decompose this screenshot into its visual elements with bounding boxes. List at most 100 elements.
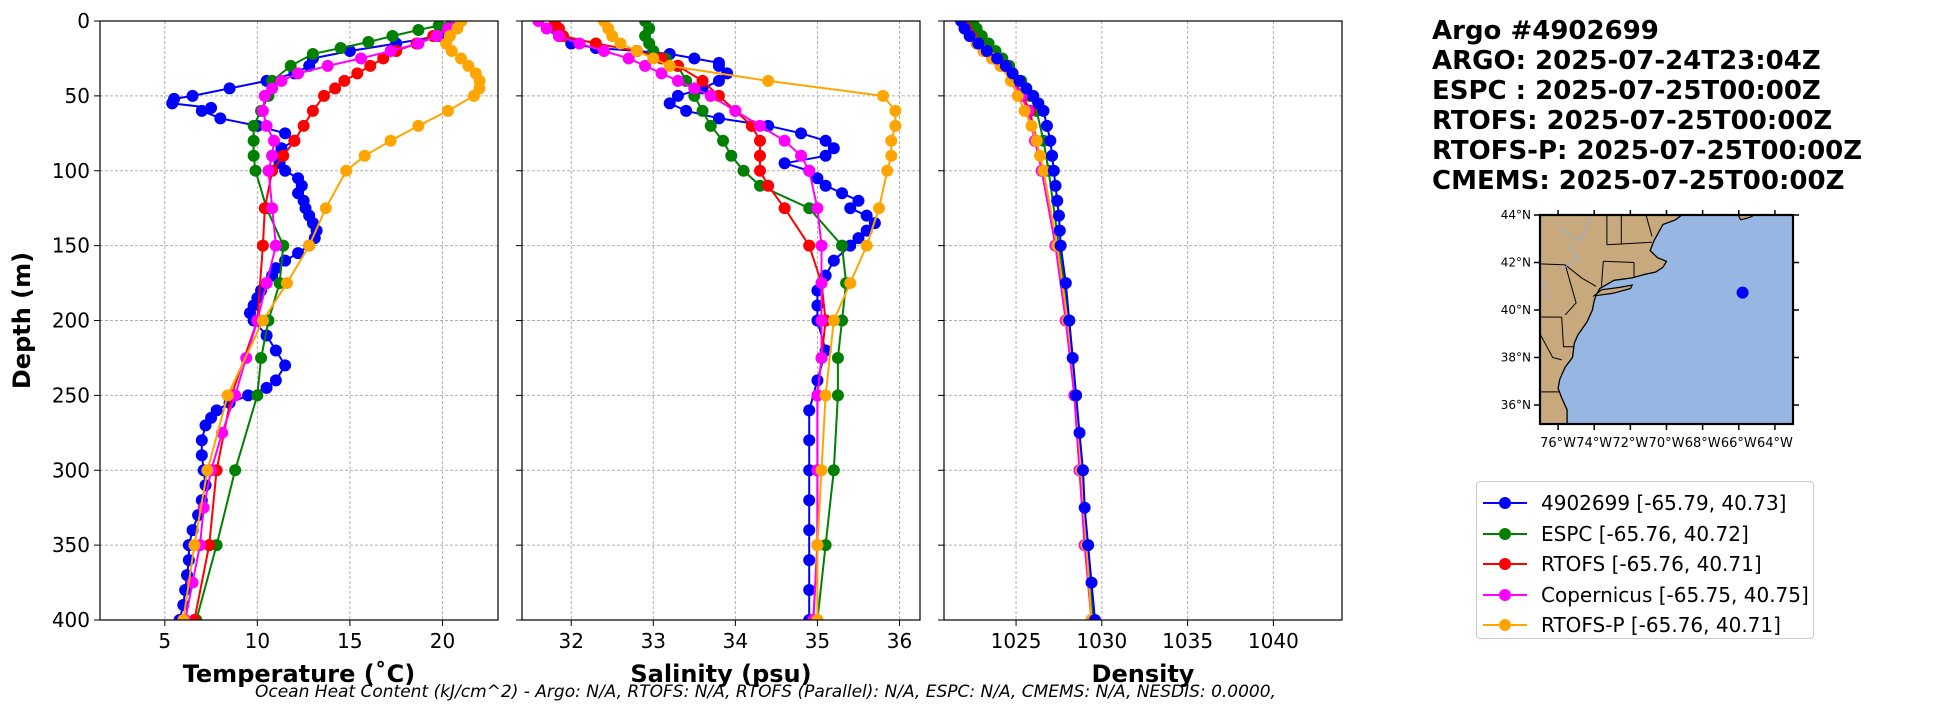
data-point	[815, 464, 828, 477]
data-point	[980, 44, 993, 57]
data-point	[1034, 149, 1047, 162]
data-point	[454, 52, 467, 65]
temperature-panel: 5 10 15 20050100150200250300350400Temperatu…	[8, 9, 499, 688]
data-point	[827, 254, 840, 267]
data-point	[836, 239, 849, 252]
data-point	[877, 89, 890, 102]
legend-swatch	[1483, 525, 1527, 543]
data-point	[249, 164, 262, 177]
map-lon-label: 66°W	[1721, 436, 1757, 451]
data-point	[991, 52, 1004, 65]
y-tick-label: 200	[52, 309, 90, 333]
data-point	[778, 134, 791, 147]
data-point	[753, 149, 766, 162]
data-point	[712, 59, 725, 72]
data-point	[269, 239, 282, 252]
data-point	[384, 44, 397, 57]
data-point	[860, 239, 873, 252]
data-point	[319, 202, 332, 215]
data-point	[827, 464, 840, 477]
map-lon-label: 70°W	[1649, 436, 1685, 451]
data-point	[844, 202, 857, 215]
map-lon-label: 64°W	[1757, 436, 1793, 451]
data-point	[852, 194, 865, 207]
data-point	[811, 389, 824, 402]
data-point	[819, 149, 832, 162]
argo-title: Argo #4902699	[1432, 16, 1659, 46]
river	[1541, 281, 1550, 299]
land-mass	[1540, 215, 1683, 424]
data-point	[725, 149, 738, 162]
x-axis-label: Salinity (psu)	[630, 660, 811, 688]
data-point	[203, 539, 216, 552]
data-point	[606, 29, 619, 42]
legend-swatch	[1483, 555, 1527, 573]
x-tick-label: 33	[641, 629, 666, 653]
data-point	[1063, 314, 1076, 327]
data-point	[803, 202, 816, 215]
data-point	[803, 554, 816, 567]
data-point	[696, 74, 709, 87]
data-point	[384, 134, 397, 147]
data-point	[195, 434, 208, 447]
series-line	[603, 21, 897, 620]
data-point	[1059, 277, 1072, 290]
data-point	[836, 187, 849, 200]
data-point	[362, 35, 375, 48]
map-lon-label: 68°W	[1685, 436, 1721, 451]
data-point	[885, 134, 898, 147]
data-point	[647, 52, 660, 65]
data-point	[712, 112, 725, 125]
data-point	[819, 134, 832, 147]
legend-label: RTOFS-P [-65.76, 40.71]	[1541, 613, 1781, 638]
data-point	[442, 104, 455, 117]
data-point	[803, 524, 816, 537]
state-border	[1606, 241, 1653, 246]
legend-entry-argo: 4902699 [-65.79, 40.73]	[1483, 488, 1813, 519]
data-point	[811, 614, 824, 620]
data-point	[655, 67, 668, 80]
data-point	[1044, 134, 1057, 147]
data-point	[819, 179, 832, 192]
y-tick-label: 250	[52, 383, 90, 407]
data-point	[753, 119, 766, 132]
data-point	[247, 119, 260, 132]
data-point	[803, 239, 816, 252]
data-point	[306, 104, 319, 117]
data-point	[275, 74, 288, 87]
map-lat-label: 44°N	[1501, 208, 1531, 222]
data-point	[279, 127, 292, 140]
data-point	[292, 247, 305, 260]
series-copernicus	[179, 21, 464, 620]
data-point	[704, 89, 717, 102]
data-point	[229, 464, 242, 477]
data-point	[753, 134, 766, 147]
data-point	[753, 179, 766, 192]
data-point	[288, 134, 301, 147]
data-point	[221, 389, 234, 402]
data-point	[1018, 104, 1031, 117]
data-point	[1046, 149, 1059, 162]
map-lon-label: 72°W	[1612, 436, 1648, 451]
data-point	[972, 37, 985, 50]
data-point	[1076, 464, 1089, 477]
data-point	[451, 22, 464, 35]
data-point	[573, 37, 586, 50]
data-point	[266, 149, 279, 162]
x-tick-label: 10	[245, 629, 270, 653]
river	[1561, 243, 1579, 271]
data-point	[729, 104, 742, 117]
state-border	[1540, 333, 1562, 361]
data-point	[247, 134, 260, 147]
state-border	[1540, 263, 1566, 266]
x-tick-label: 1040	[1248, 629, 1299, 653]
state-border	[1603, 260, 1635, 263]
data-point	[386, 29, 399, 42]
x-axis-label: Temperature (˚C)	[183, 660, 416, 688]
data-point	[815, 239, 828, 252]
data-point	[844, 239, 857, 252]
data-point	[306, 47, 319, 60]
data-point	[214, 112, 227, 125]
data-point	[1070, 389, 1083, 402]
